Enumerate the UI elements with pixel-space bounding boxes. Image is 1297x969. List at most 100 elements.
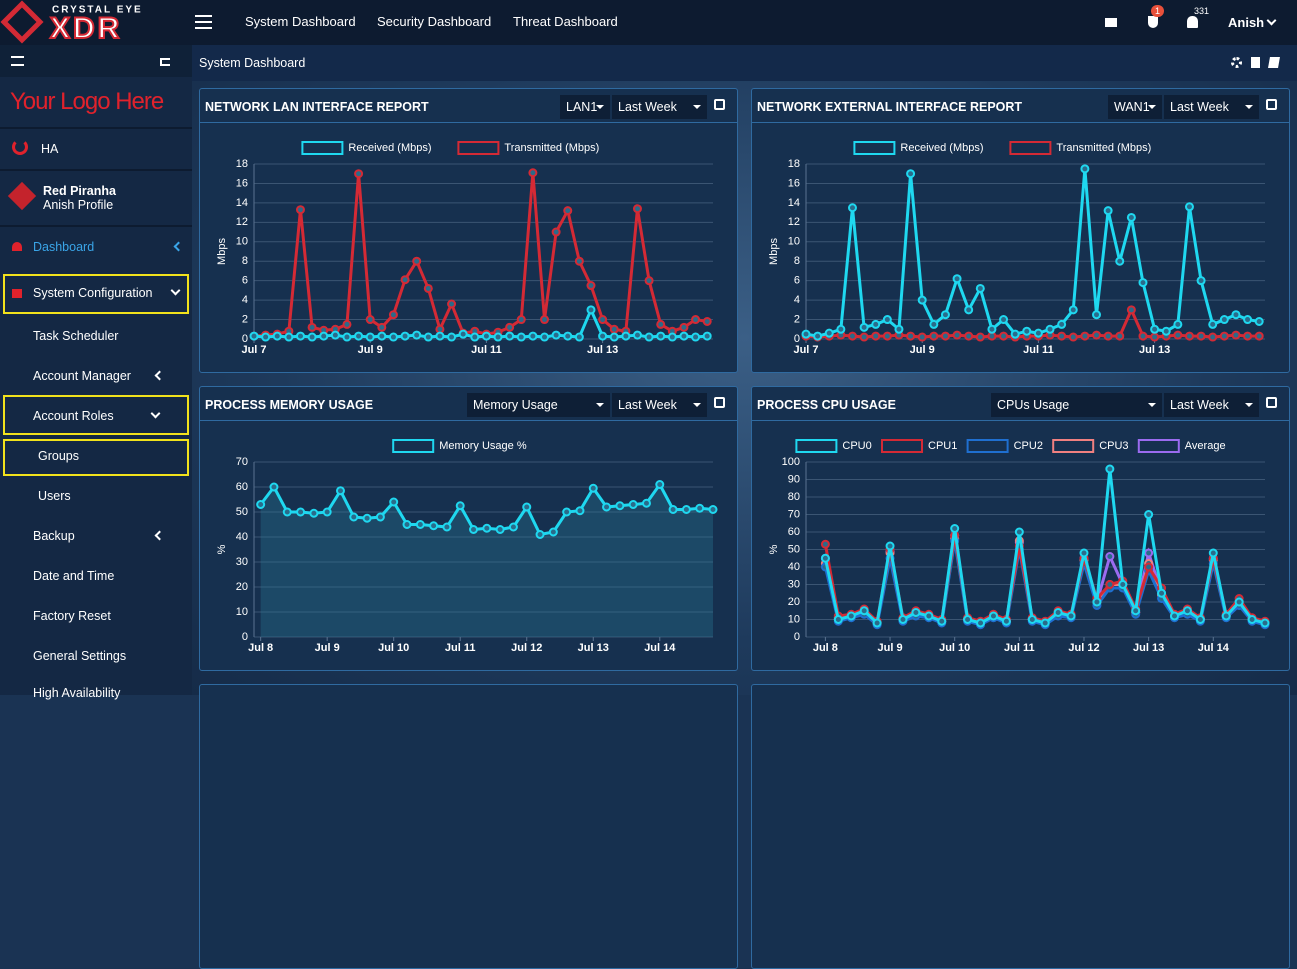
point bbox=[1247, 615, 1257, 624]
point bbox=[882, 315, 892, 325]
point bbox=[950, 524, 960, 533]
settings-icon[interactable] bbox=[1231, 57, 1242, 68]
panel-header: NETWORK LAN INTERFACE REPORT LAN1 Last Wee… bbox=[200, 89, 737, 123]
menu-item[interactable]: Backup bbox=[33, 529, 75, 543]
collapse-icon[interactable] bbox=[11, 56, 24, 66]
logout-icon[interactable] bbox=[160, 58, 170, 66]
point bbox=[256, 500, 266, 509]
y-tick-label: 60 bbox=[788, 526, 800, 538]
point bbox=[261, 332, 271, 342]
y-tick-label: 2 bbox=[242, 313, 248, 325]
panel-title: NETWORK EXTERNAL INTERFACE REPORT bbox=[757, 100, 1023, 114]
x-tick-label: Jul 13 bbox=[578, 642, 609, 654]
point bbox=[1208, 319, 1218, 329]
point bbox=[644, 332, 654, 342]
point bbox=[871, 331, 881, 341]
point bbox=[508, 522, 518, 532]
point bbox=[1173, 319, 1183, 329]
point bbox=[574, 256, 584, 266]
point bbox=[1022, 326, 1032, 336]
ha-status[interactable]: HA bbox=[41, 142, 59, 156]
book-icon[interactable] bbox=[1268, 57, 1280, 68]
bell-icon[interactable] bbox=[1187, 16, 1198, 28]
x-tick-label: Jul 9 bbox=[315, 642, 340, 654]
menu-item[interactable]: Dashboard bbox=[33, 240, 95, 254]
menu-item[interactable]: Groups bbox=[38, 449, 79, 463]
nav-link[interactable]: Security Dashboard bbox=[377, 14, 492, 29]
y-tick-label: 90 bbox=[788, 473, 800, 485]
point bbox=[1196, 331, 1206, 341]
dropdown[interactable]: WAN1 bbox=[1108, 95, 1162, 119]
point bbox=[833, 615, 843, 624]
point bbox=[412, 330, 422, 340]
dropdown[interactable]: Last Week bbox=[1164, 95, 1259, 119]
menu-item[interactable]: Users bbox=[38, 489, 71, 503]
nav-link[interactable]: System Dashboard bbox=[245, 14, 356, 29]
menu-item[interactable]: Factory Reset bbox=[33, 609, 111, 623]
point bbox=[389, 497, 399, 507]
menu-item[interactable]: Account Roles bbox=[33, 409, 114, 423]
dropdown[interactable]: Last Week bbox=[1164, 393, 1259, 417]
dropdown[interactable]: Last Week bbox=[612, 95, 707, 119]
chart: 0 2 4 6 8 10 12 14 16 18 Jul 7 Jul 9 Jul 11 Jul 13 Mbp… bbox=[768, 141, 1265, 356]
dropdown[interactable]: Memory Usage bbox=[467, 393, 610, 417]
menu-item[interactable]: Date and Time bbox=[33, 569, 115, 583]
panel: PROCESS CPU USAGE CPUs Usage Last Week 0 10 2… bbox=[751, 386, 1290, 671]
point bbox=[1027, 615, 1037, 624]
y-tick-label: 8 bbox=[242, 255, 248, 267]
dropdown[interactable]: LAN1 bbox=[560, 95, 610, 119]
panel bbox=[751, 684, 1290, 969]
legend-label: Memory Usage % bbox=[439, 440, 527, 452]
user-menu[interactable]: Anish bbox=[1228, 15, 1265, 30]
point bbox=[975, 283, 985, 293]
point bbox=[307, 322, 317, 332]
menu-item[interactable]: Task Scheduler bbox=[33, 329, 119, 343]
delete-icon[interactable] bbox=[1251, 57, 1260, 68]
point bbox=[505, 331, 515, 341]
open-icon[interactable] bbox=[714, 99, 725, 110]
x-tick-label: Jul 13 bbox=[1133, 642, 1164, 654]
y-tick-label: 10 bbox=[236, 606, 248, 618]
point bbox=[988, 611, 998, 621]
open-icon[interactable] bbox=[1266, 397, 1277, 408]
sidebar-tools bbox=[0, 45, 192, 77]
open-icon[interactable] bbox=[1266, 99, 1277, 110]
mail-icon[interactable] bbox=[1105, 18, 1117, 27]
dropdown[interactable]: Last Week bbox=[612, 393, 707, 417]
x-tick-label: Jul 9 bbox=[878, 642, 903, 654]
y-tick-label: 70 bbox=[788, 508, 800, 520]
point bbox=[1053, 608, 1063, 617]
controls: LAN1 Last Week bbox=[560, 95, 707, 119]
point bbox=[801, 329, 811, 339]
point bbox=[644, 276, 654, 286]
point bbox=[656, 319, 666, 329]
config-icon bbox=[12, 289, 22, 298]
open-icon[interactable] bbox=[714, 397, 725, 408]
point bbox=[847, 203, 857, 213]
menu-item[interactable]: Account Manager bbox=[33, 369, 131, 383]
point bbox=[917, 295, 927, 305]
y-tick-label: 40 bbox=[236, 531, 248, 543]
dropdown[interactable]: CPUs Usage bbox=[991, 393, 1162, 417]
y-tick-label: 40 bbox=[788, 561, 800, 573]
point bbox=[442, 522, 452, 532]
nav-link[interactable]: Threat Dashboard bbox=[513, 14, 618, 29]
y-tick-label: 2 bbox=[794, 313, 800, 325]
controls: WAN1 Last Week bbox=[1108, 95, 1259, 119]
menu-toggle[interactable] bbox=[195, 15, 212, 29]
profile-sub: Anish Profile bbox=[43, 198, 114, 212]
point bbox=[820, 553, 830, 563]
point bbox=[296, 507, 306, 517]
point bbox=[493, 332, 503, 342]
point bbox=[987, 324, 997, 334]
legend-swatch bbox=[795, 439, 838, 453]
menu-item[interactable]: System Configuration bbox=[33, 286, 153, 300]
point bbox=[1014, 527, 1024, 537]
point bbox=[924, 611, 934, 621]
point bbox=[1057, 319, 1067, 329]
logo-mark bbox=[0, 0, 44, 44]
point bbox=[1126, 305, 1136, 315]
point bbox=[470, 332, 480, 342]
menu-item[interactable]: General Settings bbox=[33, 649, 127, 663]
shield-icon[interactable] bbox=[1148, 16, 1158, 28]
